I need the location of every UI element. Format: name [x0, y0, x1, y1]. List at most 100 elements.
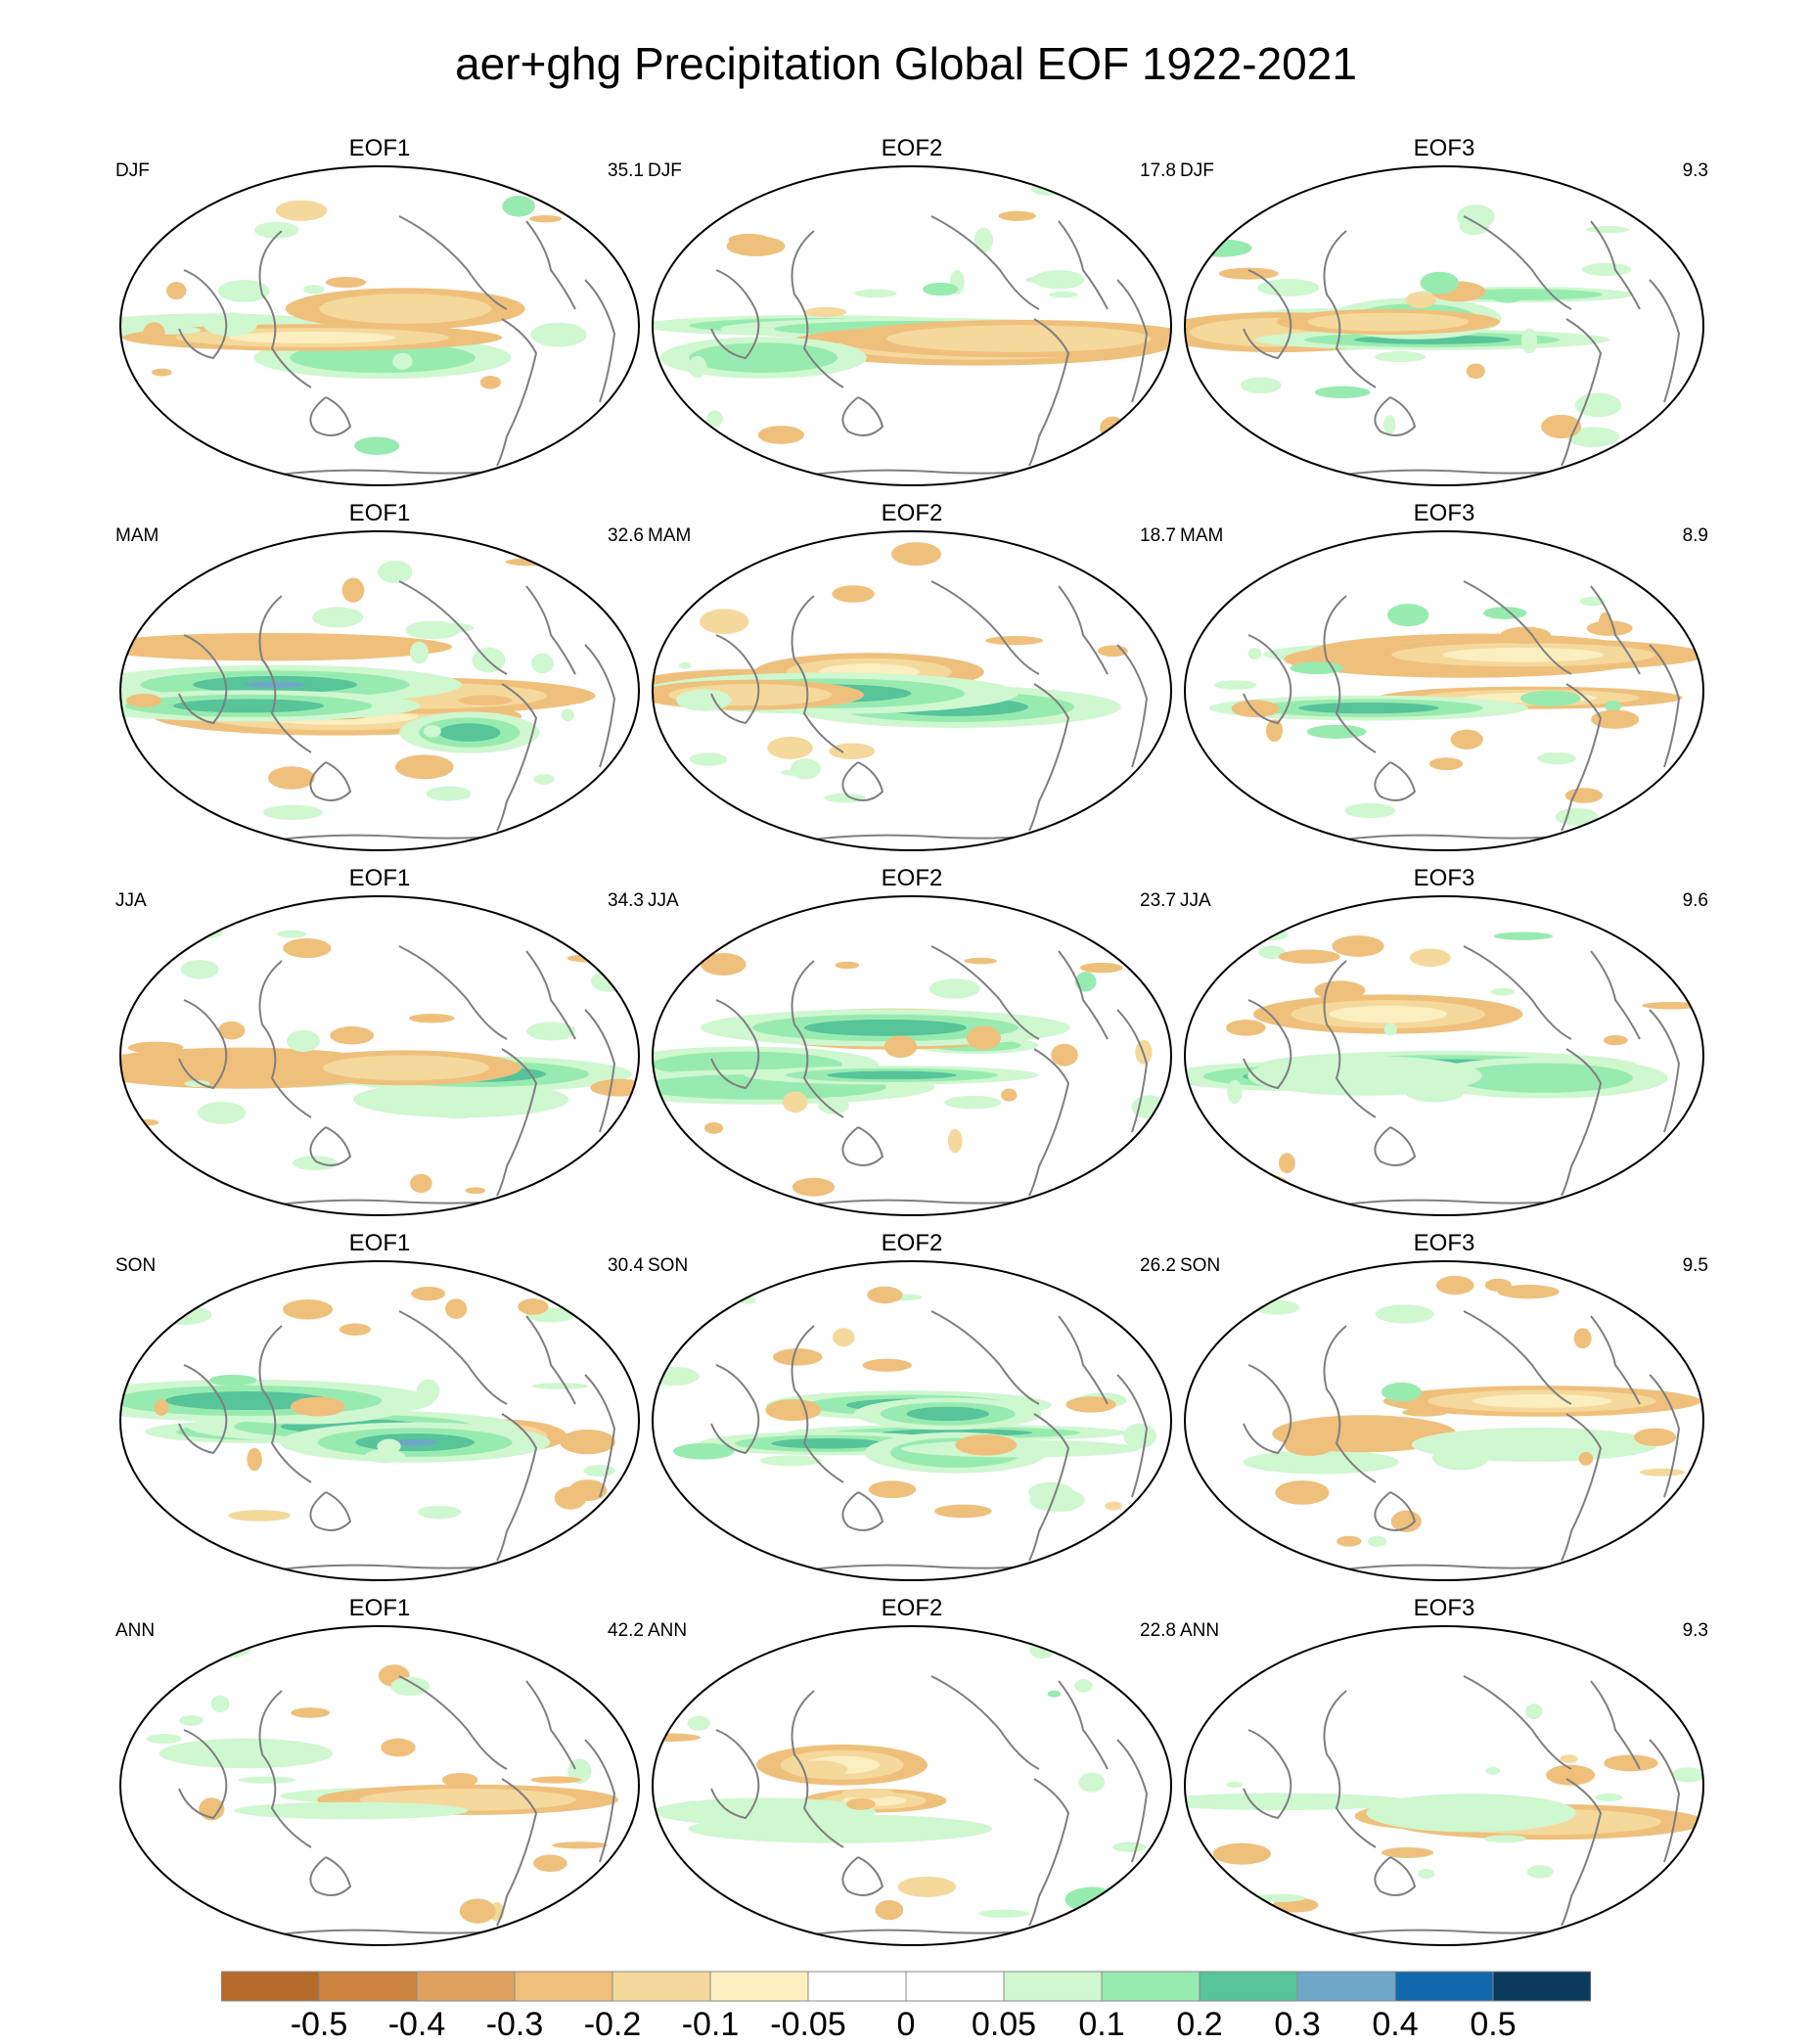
coastline: [1463, 580, 1572, 675]
colorbar-swatch: [1492, 1971, 1591, 2002]
anomaly-contour: [209, 1374, 257, 1386]
anomaly-contour: [1564, 788, 1604, 803]
anomaly-contour: [824, 793, 866, 803]
anomaly-contour: [1595, 1794, 1623, 1801]
coastline: [1561, 318, 1603, 467]
anomaly-contour: [181, 927, 223, 939]
anomaly-contour: [1253, 1893, 1306, 1902]
anomaly-contour: [1375, 351, 1426, 363]
coastline: [496, 683, 538, 832]
coastline: [1028, 318, 1070, 467]
anomaly-contour: [1030, 182, 1066, 196]
anomaly-contour: [1111, 789, 1140, 802]
coastline: [791, 960, 844, 1118]
coastline: [1649, 1009, 1681, 1133]
coastline: [841, 396, 884, 436]
anomaly-contour: [1599, 612, 1612, 633]
coastline: [525, 1680, 576, 1770]
anomaly-contour: [1662, 596, 1703, 609]
anomaly-contour: [1428, 757, 1464, 771]
coastline: [1463, 1310, 1572, 1405]
anomaly-contour: [1103, 1885, 1120, 1902]
eof-map: [652, 530, 1172, 851]
coastline: [496, 1413, 538, 1562]
coastline: [496, 1778, 538, 1927]
anomaly-contour: [1485, 1767, 1501, 1775]
anomaly-contour: [966, 1025, 1001, 1050]
colorbar-tick-label: 0.5: [1470, 2006, 1517, 2043]
anomaly-contour: [330, 1026, 375, 1045]
anomaly-contour: [172, 699, 325, 713]
anomaly-contour: [978, 1909, 1030, 1918]
anomaly-contour: [417, 1505, 462, 1520]
panel-eof-title: EOF3: [1413, 1230, 1475, 1256]
map-outline: [652, 1260, 1172, 1581]
coastline: [496, 1048, 538, 1197]
anomaly-contour: [854, 289, 897, 298]
anomaly-contour: [411, 1286, 446, 1301]
panel-eof-title: EOF3: [1413, 135, 1475, 161]
anomaly-contour: [127, 1041, 184, 1054]
anomaly-contour: [1111, 1841, 1147, 1852]
coastline: [258, 595, 312, 753]
anomaly-contour: [1581, 262, 1632, 277]
panel-variance-label: 34.3: [608, 890, 644, 911]
anomaly-contour: [760, 1455, 822, 1467]
anomaly-contour: [829, 743, 876, 759]
eof-panel: EOF1 ANN 42.2: [115, 1595, 644, 1947]
anomaly-contour: [1409, 948, 1451, 967]
anomaly-contour: [1418, 1869, 1435, 1880]
anomaly-contour: [1435, 1275, 1474, 1295]
coastline: [1463, 1675, 1572, 1770]
anomaly-contour: [125, 693, 162, 708]
coastline: [1590, 220, 1641, 310]
colorbar-swatch: [318, 1971, 418, 2002]
coastline: [309, 1126, 352, 1166]
anomaly-contour: [1240, 377, 1282, 393]
anomaly-contour: [1383, 1022, 1397, 1036]
coastline: [1116, 1374, 1149, 1498]
coastline: [930, 945, 1040, 1040]
anomaly-contour: [1307, 312, 1470, 332]
anomaly-contour: [253, 221, 299, 239]
anomaly-contour: [1666, 1531, 1703, 1543]
coastline: [930, 1675, 1040, 1770]
colorbar-swatch: [612, 1971, 711, 2002]
panel-eof-title: EOF1: [348, 1595, 411, 1621]
anomaly-contour: [1671, 1767, 1703, 1783]
anomaly-contour: [767, 736, 813, 759]
coastline: [258, 960, 312, 1118]
coastline: [1116, 279, 1149, 403]
panel-eof-title: EOF2: [881, 135, 943, 161]
panel-eof-title: EOF3: [1413, 500, 1475, 526]
anomaly-contour: [792, 1177, 836, 1197]
coastline: [710, 1364, 760, 1455]
panel-season-label: MAM: [1180, 525, 1224, 546]
colorbar-swatch: [416, 1971, 516, 2002]
anomaly-contour: [159, 1738, 334, 1769]
anomaly-contour: [689, 342, 838, 373]
anomaly-contour: [1591, 709, 1640, 729]
anomaly-contour: [1619, 190, 1664, 204]
anomaly-contour: [1656, 421, 1696, 437]
colorbar-swatch: [221, 1971, 320, 2002]
anomaly-contour: [392, 352, 413, 370]
colorbar-tick-label: -0.1: [681, 2006, 740, 2043]
anomaly-contour: [530, 653, 554, 674]
coastline: [930, 1310, 1040, 1405]
anomaly-contour: [533, 774, 555, 785]
panel-season-label: SON: [648, 1255, 689, 1276]
panel-eof-title: EOF2: [881, 1595, 943, 1621]
coastline: [258, 1690, 312, 1848]
anomaly-contour: [217, 1021, 246, 1040]
panel-variance-label: 9.6: [1682, 890, 1708, 911]
coastline: [1058, 1315, 1109, 1405]
anomaly-contour: [459, 1898, 496, 1924]
eof-map: [652, 1625, 1172, 1946]
anomaly-contour: [1665, 1881, 1703, 1893]
anomaly-contour: [444, 1298, 468, 1319]
anomaly-contour: [804, 306, 847, 318]
anomaly-contour: [1578, 1451, 1594, 1466]
coastline: [1649, 1374, 1681, 1498]
anomaly-contour: [974, 227, 994, 253]
